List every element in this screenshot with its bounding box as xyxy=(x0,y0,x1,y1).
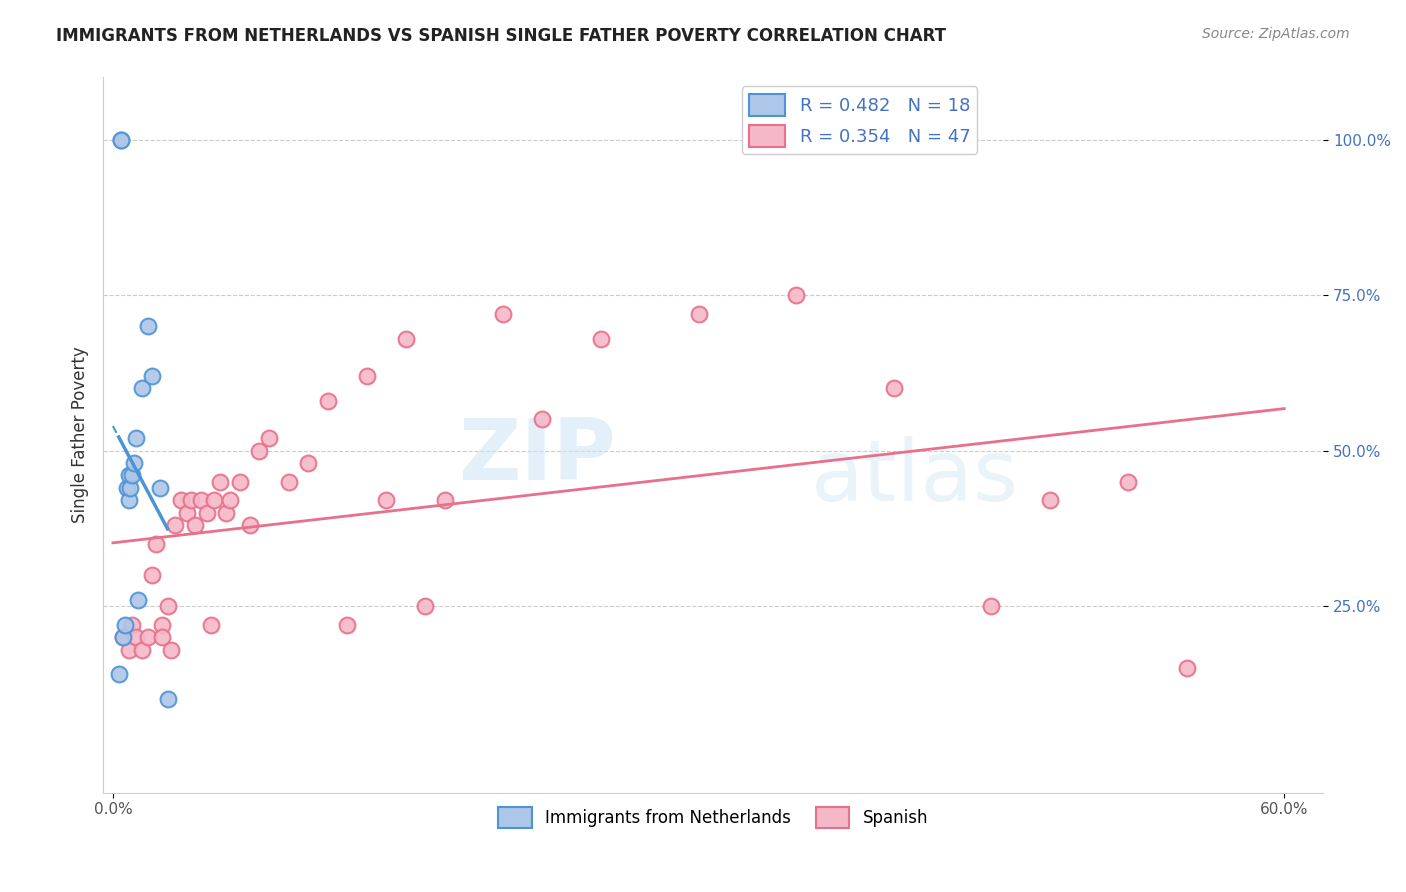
Point xyxy=(1039,493,1062,508)
Point xyxy=(121,468,143,483)
Point xyxy=(150,630,173,644)
Point xyxy=(433,493,456,508)
Point xyxy=(336,617,359,632)
Point xyxy=(202,493,225,508)
Point xyxy=(356,368,378,383)
Point xyxy=(121,617,143,632)
Point xyxy=(149,481,172,495)
Point xyxy=(125,431,148,445)
Point xyxy=(1116,475,1139,489)
Point xyxy=(111,630,134,644)
Text: Source: ZipAtlas.com: Source: ZipAtlas.com xyxy=(1202,27,1350,41)
Point xyxy=(492,307,515,321)
Point xyxy=(883,381,905,395)
Point xyxy=(131,381,153,395)
Point xyxy=(141,568,163,582)
Text: IMMIGRANTS FROM NETHERLANDS VS SPANISH SINGLE FATHER POVERTY CORRELATION CHART: IMMIGRANTS FROM NETHERLANDS VS SPANISH S… xyxy=(56,27,946,45)
Point xyxy=(110,133,132,147)
Point xyxy=(127,592,149,607)
Point xyxy=(117,642,139,657)
Point xyxy=(215,506,238,520)
Point xyxy=(136,630,159,644)
Point xyxy=(115,481,138,495)
Point xyxy=(114,617,136,632)
Point xyxy=(229,475,252,489)
Point xyxy=(176,506,198,520)
Point xyxy=(195,506,218,520)
Point xyxy=(980,599,1002,613)
Point xyxy=(785,288,807,302)
Point xyxy=(200,617,222,632)
Point xyxy=(136,319,159,334)
Point xyxy=(247,443,270,458)
Legend: Immigrants from Netherlands, Spanish: Immigrants from Netherlands, Spanish xyxy=(492,801,935,834)
Point xyxy=(141,368,163,383)
Point xyxy=(531,412,554,426)
Text: ZIP: ZIP xyxy=(458,415,616,498)
Point xyxy=(1175,661,1198,675)
Point xyxy=(131,642,153,657)
Point xyxy=(589,332,612,346)
Point xyxy=(184,518,207,533)
Point xyxy=(160,642,183,657)
Point xyxy=(124,456,146,470)
Point xyxy=(165,518,187,533)
Point xyxy=(316,393,339,408)
Point xyxy=(111,630,134,644)
Point xyxy=(413,599,436,613)
Point xyxy=(117,493,139,508)
Point xyxy=(156,692,179,706)
Point xyxy=(395,332,418,346)
Point xyxy=(156,599,179,613)
Y-axis label: Single Father Poverty: Single Father Poverty xyxy=(72,347,89,524)
Text: atlas: atlas xyxy=(811,436,1019,519)
Point xyxy=(125,630,148,644)
Point xyxy=(190,493,212,508)
Point xyxy=(375,493,398,508)
Point xyxy=(107,667,129,681)
Point xyxy=(145,537,167,551)
Point xyxy=(180,493,202,508)
Point xyxy=(170,493,193,508)
Point xyxy=(110,133,132,147)
Point xyxy=(117,468,139,483)
Point xyxy=(209,475,232,489)
Point xyxy=(277,475,299,489)
Point xyxy=(238,518,260,533)
Point xyxy=(688,307,710,321)
Point xyxy=(219,493,242,508)
Point xyxy=(120,481,142,495)
Point xyxy=(257,431,280,445)
Point xyxy=(297,456,319,470)
Point xyxy=(150,617,173,632)
